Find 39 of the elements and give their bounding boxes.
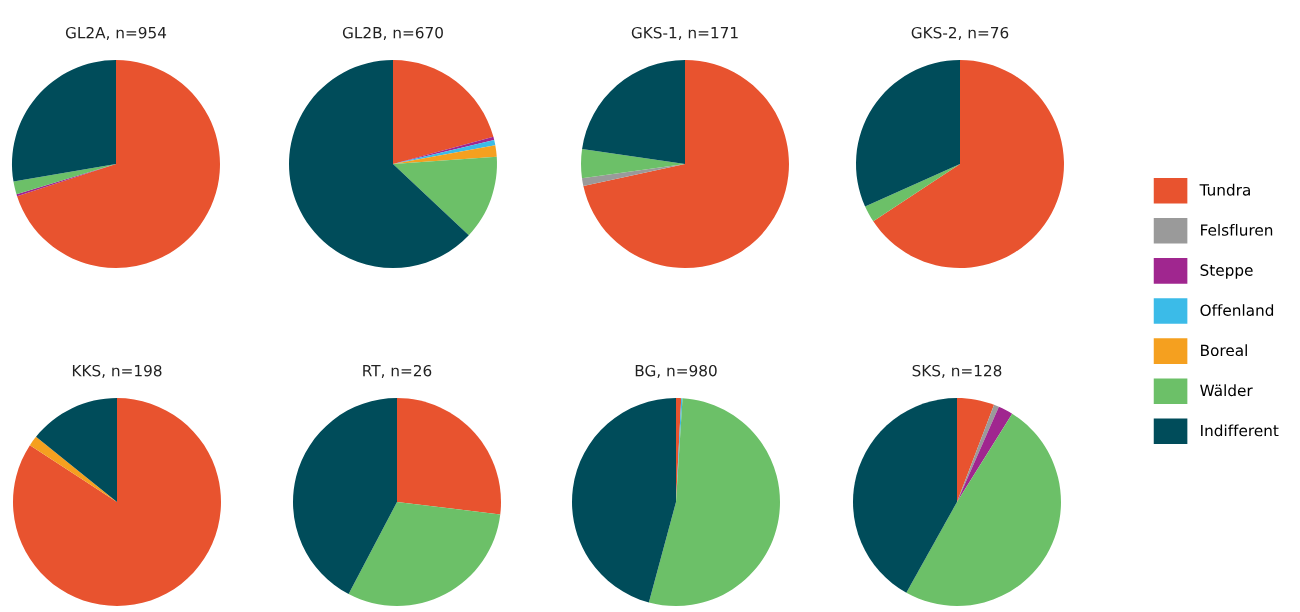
chart-title: KKS, n=198 bbox=[72, 364, 162, 378]
pie-slice bbox=[397, 398, 501, 515]
pie-slice bbox=[906, 413, 1061, 606]
pie-slice bbox=[957, 406, 1013, 502]
pie-slice bbox=[17, 60, 220, 268]
pie-slice bbox=[873, 60, 1064, 268]
pie-slice bbox=[853, 398, 957, 593]
legend-label: Offenland bbox=[1200, 304, 1274, 316]
chart-title: GKS-1, n=171 bbox=[631, 26, 738, 40]
pie-slice bbox=[648, 398, 780, 606]
pie-slice bbox=[36, 398, 117, 502]
pie-slice bbox=[348, 502, 501, 606]
pie-slice bbox=[393, 145, 497, 164]
chart-title: SKS, n=128 bbox=[912, 364, 1002, 378]
legend-label: Wälder bbox=[1200, 384, 1253, 397]
chart-title: GKS-2, n=76 bbox=[911, 26, 1009, 40]
pie-slice bbox=[572, 398, 676, 603]
pie-slice bbox=[293, 398, 397, 595]
legend-label: Felsfluren bbox=[1201, 223, 1273, 236]
chart-title: GL2B, n=670 bbox=[342, 26, 443, 40]
pie-slice bbox=[393, 60, 494, 164]
legend-label: Indifferent bbox=[1201, 424, 1279, 437]
legend-label: Boreal bbox=[1201, 344, 1247, 357]
chart-title: RT, n=26 bbox=[363, 364, 432, 378]
pie-slice bbox=[581, 149, 685, 179]
chart-title: GL2A, n=954 bbox=[65, 26, 167, 40]
pie-slice bbox=[856, 60, 960, 207]
legend-label: Steppe bbox=[1200, 264, 1253, 279]
pie-slice bbox=[12, 60, 116, 182]
pie-slice bbox=[581, 164, 685, 187]
pie-slice bbox=[583, 60, 789, 268]
pie-slice bbox=[393, 156, 497, 236]
chart-title: BG, n=980 bbox=[635, 364, 717, 378]
pie-slice bbox=[289, 60, 469, 268]
legend-label: Tundra bbox=[1199, 183, 1250, 196]
pie-slice bbox=[29, 436, 117, 502]
pie-slice bbox=[13, 398, 221, 606]
pie-slice bbox=[865, 164, 960, 222]
pie-slice bbox=[582, 60, 685, 164]
